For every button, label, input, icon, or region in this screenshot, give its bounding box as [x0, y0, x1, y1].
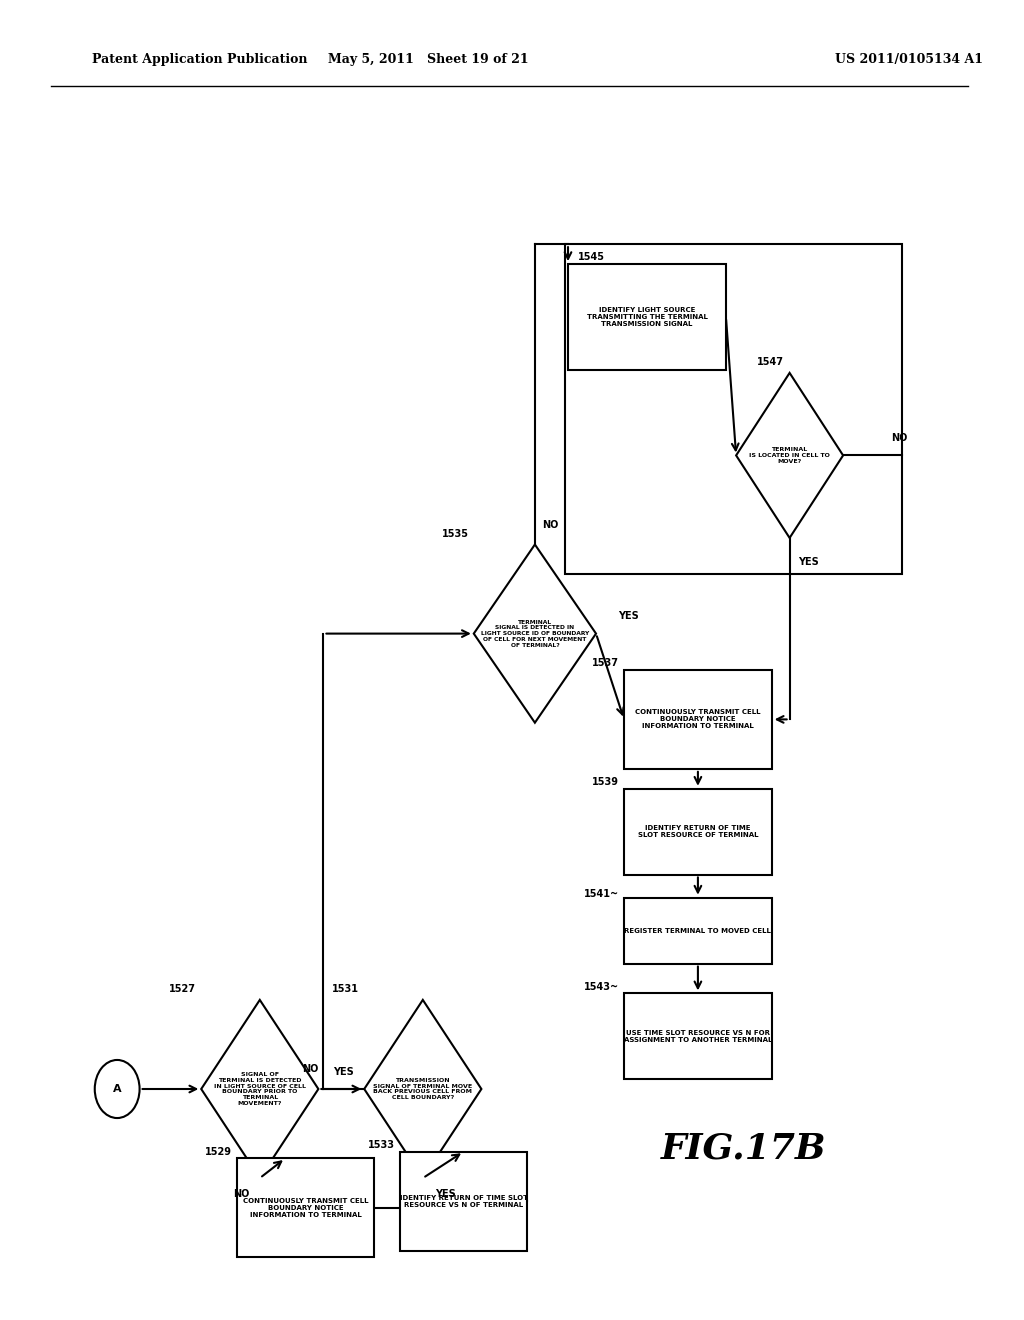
FancyBboxPatch shape [400, 1151, 527, 1251]
Text: 1545: 1545 [579, 252, 605, 263]
Text: IDENTIFY RETURN OF TIME SLOT
RESOURCE VS N OF TERMINAL: IDENTIFY RETURN OF TIME SLOT RESOURCE VS… [399, 1195, 527, 1208]
Text: USE TIME SLOT RESOURCE VS N FOR
ASSIGNMENT TO ANOTHER TERMINAL: USE TIME SLOT RESOURCE VS N FOR ASSIGNME… [624, 1030, 772, 1043]
FancyBboxPatch shape [624, 671, 772, 768]
FancyBboxPatch shape [624, 993, 772, 1080]
Text: 1533: 1533 [368, 1140, 395, 1150]
Text: YES: YES [618, 611, 639, 622]
Text: 1541~: 1541~ [584, 888, 618, 899]
Text: 1529: 1529 [205, 1147, 231, 1156]
Polygon shape [202, 1001, 318, 1179]
Text: 1537: 1537 [592, 659, 618, 668]
Text: NO: NO [892, 433, 908, 444]
Text: NO: NO [233, 1189, 250, 1199]
Polygon shape [474, 544, 596, 722]
Text: FIG.17B: FIG.17B [662, 1131, 826, 1166]
Circle shape [95, 1060, 139, 1118]
Text: SIGNAL OF
TERMINAL IS DETECTED
IN LIGHT SOURCE OF CELL
BOUNDARY PRIOR TO
TERMINA: SIGNAL OF TERMINAL IS DETECTED IN LIGHT … [214, 1072, 306, 1106]
Polygon shape [736, 372, 843, 539]
Text: 1527: 1527 [169, 985, 197, 994]
Bar [565, 244, 902, 574]
FancyBboxPatch shape [568, 264, 726, 370]
Text: TERMINAL
SIGNAL IS DETECTED IN
LIGHT SOURCE ID OF BOUNDARY
OF CELL FOR NEXT MOVE: TERMINAL SIGNAL IS DETECTED IN LIGHT SOU… [480, 619, 589, 648]
Text: 1547: 1547 [757, 358, 783, 367]
Text: TRANSMISSION
SIGNAL OF TERMINAL MOVE
BACK PREVIOUS CELL FROM
CELL BOUNDARY?: TRANSMISSION SIGNAL OF TERMINAL MOVE BAC… [374, 1078, 472, 1100]
Text: 1535: 1535 [441, 529, 469, 539]
Polygon shape [365, 1001, 481, 1179]
Text: IDENTIFY LIGHT SOURCE
TRANSMITTING THE TERMINAL
TRANSMISSION SIGNAL: IDENTIFY LIGHT SOURCE TRANSMITTING THE T… [587, 306, 708, 327]
Text: NO: NO [302, 1064, 318, 1074]
Text: Patent Application Publication: Patent Application Publication [92, 53, 307, 66]
Text: May 5, 2011   Sheet 19 of 21: May 5, 2011 Sheet 19 of 21 [328, 53, 528, 66]
Text: TERMINAL
IS LOCATED IN CELL TO
MOVE?: TERMINAL IS LOCATED IN CELL TO MOVE? [750, 447, 830, 463]
Text: YES: YES [334, 1067, 354, 1077]
FancyBboxPatch shape [237, 1159, 375, 1257]
Text: CONTINUOUSLY TRANSMIT CELL
BOUNDARY NOTICE
INFORMATION TO TERMINAL: CONTINUOUSLY TRANSMIT CELL BOUNDARY NOTI… [243, 1197, 369, 1218]
Text: US 2011/0105134 A1: US 2011/0105134 A1 [836, 53, 983, 66]
Text: CONTINUOUSLY TRANSMIT CELL
BOUNDARY NOTICE
INFORMATION TO TERMINAL: CONTINUOUSLY TRANSMIT CELL BOUNDARY NOTI… [635, 709, 761, 730]
FancyBboxPatch shape [624, 788, 772, 874]
Text: 1539: 1539 [592, 777, 618, 787]
FancyBboxPatch shape [624, 898, 772, 964]
Text: REGISTER TERMINAL TO MOVED CELL: REGISTER TERMINAL TO MOVED CELL [625, 928, 771, 933]
Text: 1531: 1531 [332, 985, 359, 994]
Text: IDENTIFY RETURN OF TIME
SLOT RESOURCE OF TERMINAL: IDENTIFY RETURN OF TIME SLOT RESOURCE OF… [638, 825, 758, 838]
Text: YES: YES [435, 1189, 456, 1199]
Text: YES: YES [798, 557, 818, 566]
Text: NO: NO [542, 520, 558, 529]
Text: A: A [113, 1084, 122, 1094]
Text: 1543~: 1543~ [584, 982, 618, 991]
